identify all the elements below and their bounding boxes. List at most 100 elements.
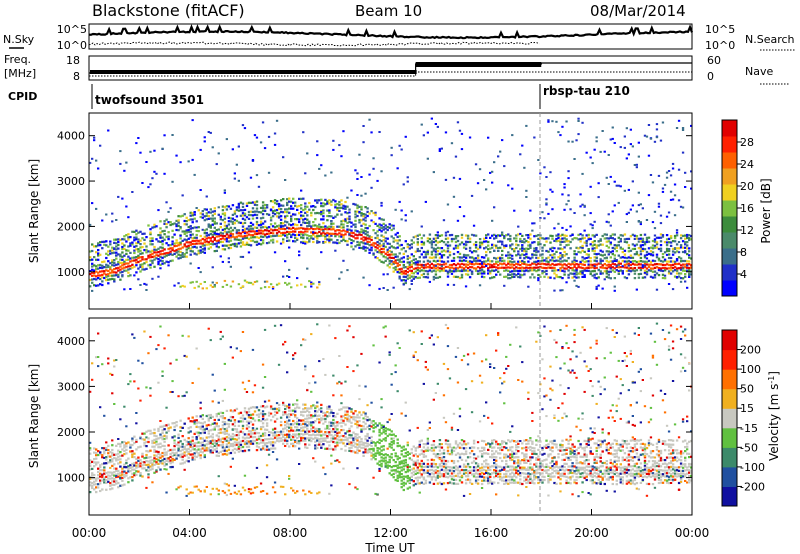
heatmap-cell [382, 273, 385, 276]
heatmap-cell [229, 438, 233, 441]
heatmap-cell [436, 236, 440, 239]
heatmap-cell [497, 260, 500, 263]
heatmap-cell [213, 220, 216, 223]
heatmap-cell [440, 247, 444, 250]
heatmap-cell [684, 243, 687, 246]
heatmap-cell [185, 238, 188, 242]
heatmap-cell [288, 436, 291, 439]
heatmap-cell [402, 263, 405, 267]
heatmap-cell [223, 482, 226, 485]
heatmap-cell [267, 448, 271, 451]
heatmap-cell [360, 194, 363, 197]
heatmap-cell [257, 409, 261, 412]
heatmap-cell [195, 236, 198, 239]
heatmap-cell [199, 457, 202, 460]
heatmap-cell [121, 197, 124, 200]
heatmap-cell [288, 477, 291, 480]
heatmap-cell [93, 139, 96, 142]
heatmap-cell [686, 236, 689, 240]
heatmap-cell [322, 234, 325, 237]
heatmap-cell [342, 204, 345, 207]
heatmap-cell [292, 438, 295, 441]
heatmap-cell [376, 247, 379, 250]
heatmap-cell [503, 269, 506, 272]
heatmap-cell [163, 172, 166, 175]
heatmap-cell [621, 265, 624, 268]
heatmap-cell [221, 335, 224, 338]
heatmap-cell [605, 250, 608, 253]
heatmap-cell [605, 267, 608, 270]
heatmap-cell [507, 233, 510, 236]
heatmap-cell [223, 417, 227, 420]
heatmap-cell [129, 244, 132, 247]
heatmap-cell [253, 236, 257, 239]
heatmap-cell [653, 227, 657, 230]
heatmap-cell [109, 471, 112, 474]
heatmap-cell [282, 439, 285, 442]
heatmap-cell [107, 452, 110, 455]
heatmap-cell [308, 238, 311, 241]
heatmap-cell [404, 135, 407, 138]
heatmap-cell [460, 269, 464, 272]
heatmap-cell [491, 276, 494, 279]
heatmap-cell [342, 259, 345, 262]
heatmap-cell [350, 225, 353, 228]
heatmap-cell [245, 433, 249, 436]
heatmap-cell [229, 246, 233, 250]
heatmap-cell [448, 251, 452, 254]
heatmap-cell [545, 263, 548, 266]
heatmap-cell [661, 256, 665, 259]
heatmap-cell [396, 239, 399, 242]
heatmap-cell [181, 395, 184, 398]
heatmap-cell [161, 240, 164, 243]
heatmap-cell [641, 241, 644, 243]
heatmap-cell [410, 279, 413, 282]
heatmap-cell [320, 437, 323, 440]
heatmap-cell [255, 223, 259, 226]
heatmap-cell [241, 230, 245, 233]
heatmap-cell [89, 278, 92, 282]
heatmap-cell [346, 243, 349, 246]
heatmap-cell [203, 241, 206, 244]
heatmap-cell [442, 260, 446, 263]
heatmap-cell [507, 266, 510, 269]
heatmap-cell [633, 269, 637, 272]
heatmap-cell [591, 241, 594, 244]
heatmap-cell [286, 208, 289, 211]
heatmap-cell [487, 267, 490, 270]
heatmap-cell [121, 467, 124, 470]
heatmap-cell [555, 240, 558, 243]
heatmap-cell [485, 246, 488, 249]
heatmap-cell [233, 428, 237, 431]
heatmap-cell [573, 260, 576, 264]
heatmap-cell [159, 456, 162, 459]
heatmap-cell [378, 242, 381, 245]
heatmap-cell [155, 257, 158, 260]
heatmap-cell [213, 428, 216, 431]
heatmap-cell [245, 243, 249, 246]
heatmap-cell [478, 284, 482, 287]
heatmap-cell [173, 222, 176, 225]
heatmap-cell [627, 244, 631, 247]
heatmap-cell [639, 245, 642, 248]
heatmap-cell [565, 267, 568, 270]
heatmap-cell [605, 272, 608, 275]
heatmap-cell [259, 482, 263, 485]
heatmap-cell [103, 270, 106, 273]
heatmap-cell [131, 437, 134, 440]
heatmap-cell [452, 263, 456, 266]
heatmap-cell [111, 487, 114, 490]
heatmap-cell [282, 222, 285, 225]
heatmap-cell [633, 234, 637, 237]
heatmap-cell [243, 449, 247, 452]
heatmap-cell [261, 386, 265, 389]
heatmap-cell [591, 247, 594, 250]
heatmap-cell [422, 269, 426, 272]
heatmap-cell [91, 274, 94, 277]
heatmap-cell [575, 259, 578, 263]
heatmap-cell [237, 490, 241, 493]
heatmap-cell [372, 221, 375, 224]
heatmap-cell [446, 247, 450, 250]
heatmap-cell [153, 434, 156, 437]
heatmap-cell [267, 171, 271, 174]
